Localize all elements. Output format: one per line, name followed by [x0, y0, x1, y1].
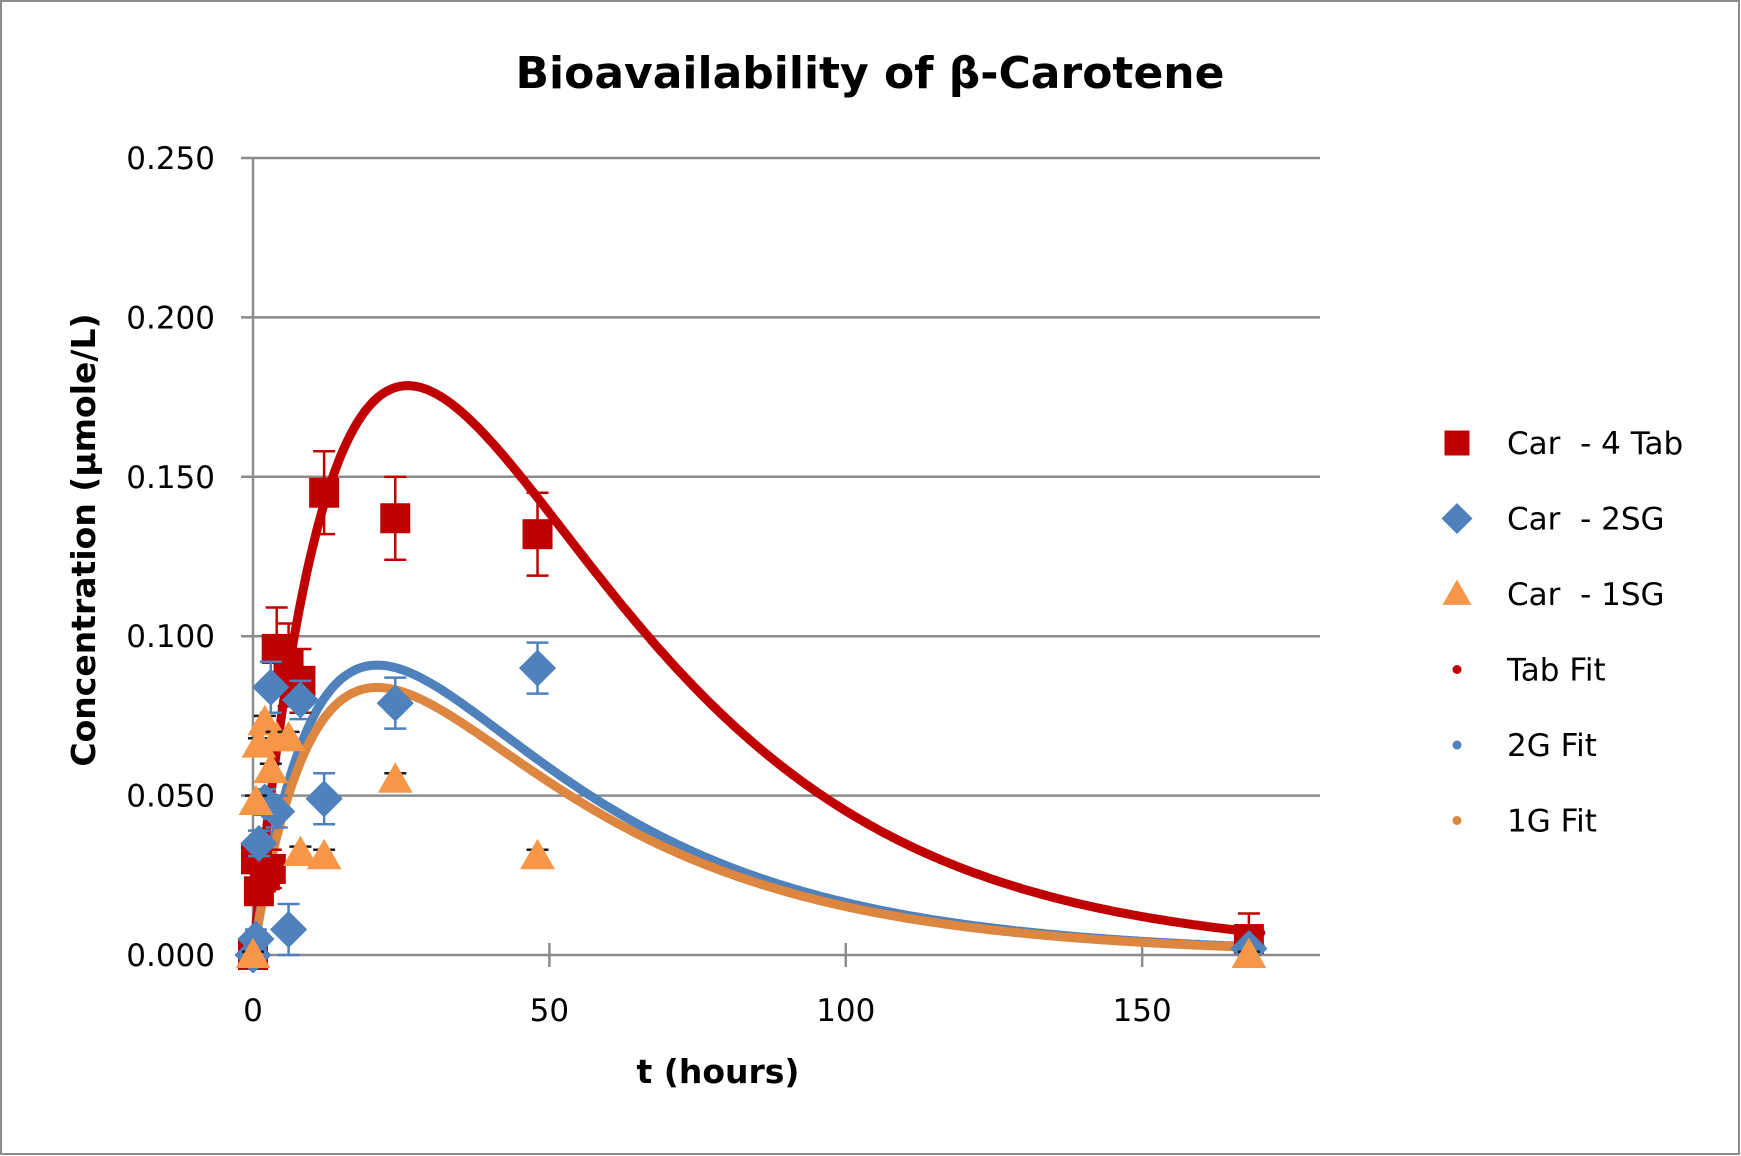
- y-tick-label: 0.250: [126, 141, 215, 177]
- legend-item: 2G Fit: [1452, 728, 1597, 764]
- y-tick-label: 0.150: [126, 460, 215, 496]
- y-tick-label: 0.100: [126, 619, 215, 655]
- fit-curve-tab-fit: [248, 381, 1266, 960]
- legend-marker-dot: [1452, 816, 1462, 825]
- fit-curves: [248, 381, 1266, 960]
- y-axis-title: Concentration (μmole/L): [64, 313, 103, 766]
- data-points: [234, 450, 1268, 974]
- legend-item: Tab Fit: [1452, 653, 1606, 689]
- data-point-diamond: [258, 792, 296, 831]
- legend-label: Car - 2SG: [1507, 502, 1665, 538]
- y-tick-label: 0.050: [126, 779, 215, 815]
- data-point-square: [522, 519, 553, 550]
- legend-marker-dot: [1452, 740, 1462, 750]
- data-point-diamond: [240, 824, 278, 863]
- y-tick-label: 0.000: [126, 938, 215, 974]
- data-point-square: [380, 503, 411, 534]
- x-tick-label: 50: [530, 993, 569, 1029]
- legend-label: Car - 1SG: [1507, 577, 1665, 613]
- legend-marker-diamond: [1441, 503, 1473, 534]
- data-point-diamond: [237, 920, 275, 958]
- data-point-diamond: [376, 684, 414, 722]
- data-point-triangle: [1231, 937, 1267, 969]
- axes: [251, 158, 1144, 967]
- data-point-triangle: [520, 838, 555, 870]
- data-point-triangle: [306, 838, 342, 870]
- data-point-triangle: [377, 762, 413, 793]
- legend-marker-triangle: [1442, 579, 1472, 605]
- x-axis-title: t (hours): [636, 1052, 799, 1091]
- legend-label: Car - 4 Tab: [1507, 426, 1683, 462]
- data-point-diamond: [252, 668, 290, 706]
- data-point-diamond: [305, 780, 343, 818]
- y-tick-label: 0.200: [126, 300, 215, 336]
- x-tick-label: 100: [816, 993, 875, 1029]
- y-tick-labels: 0.000 0.050 0.100 0.150 0.200 0.250: [126, 141, 215, 974]
- fit-curve-1g-fit: [248, 683, 1266, 960]
- x-tick-label: 0: [243, 993, 263, 1029]
- legend-item: 1G Fit: [1452, 804, 1597, 840]
- legend: Car - 4 Tab Car - 2SG Car - 1SG Tab Fit 2G F…: [1441, 426, 1683, 840]
- legend-label: 1G Fit: [1507, 804, 1597, 840]
- data-point-diamond: [518, 649, 557, 687]
- data-point-triangle: [235, 937, 271, 969]
- legend-marker-square: [1444, 430, 1470, 456]
- data-point-diamond: [269, 910, 308, 949]
- legend-item: Car - 4 Tab: [1444, 426, 1683, 462]
- data-point-triangle: [253, 752, 289, 784]
- legend-label: 2G Fit: [1507, 728, 1597, 764]
- data-point-triangle: [283, 835, 318, 867]
- legend-item: Car - 1SG: [1442, 577, 1665, 613]
- data-point-diamond: [281, 681, 320, 719]
- legend-marker-dot: [1452, 665, 1462, 674]
- legend-item: Car - 2SG: [1441, 502, 1665, 538]
- chart-title: Bioavailability of β-Carotene: [516, 48, 1225, 99]
- gridlines: [241, 156, 1320, 957]
- data-point-square: [309, 477, 340, 508]
- x-tick-label: 150: [1113, 993, 1172, 1029]
- x-tick-labels: 0 50 100 150: [243, 993, 1172, 1029]
- series-triangle: [235, 704, 1267, 969]
- legend-label: Tab Fit: [1506, 653, 1606, 689]
- data-point-triangle: [238, 784, 274, 816]
- data-point-triangle: [271, 720, 306, 752]
